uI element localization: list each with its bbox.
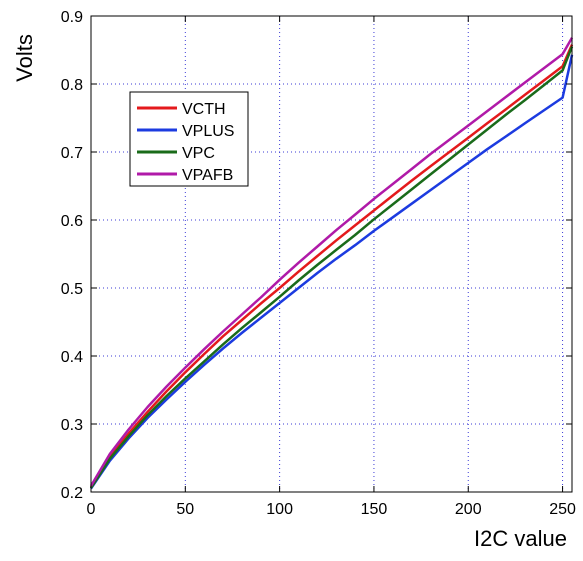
legend-items: VCTH VPLUS VPC VPAFB	[137, 101, 234, 184]
y-tick-label: 0.6	[61, 213, 83, 230]
tick-labels: 0 50 100 150 200 250 0.2 0.3 0.4 0.5 0.6 0.7 0.8 0.9	[61, 9, 576, 518]
y-tick-label: 0.2	[61, 485, 83, 502]
legend-label-vcth: VCTH	[182, 101, 226, 118]
legend-label-vplus: VPLUS	[182, 123, 234, 140]
legend: VCTH VPLUS VPC VPAFB	[129, 91, 249, 187]
x-axis-title: I2C value	[474, 526, 567, 551]
y-tick-label: 0.4	[61, 349, 83, 366]
legend-label-vpc: VPC	[182, 145, 215, 162]
y-tick-label: 0.9	[61, 9, 83, 26]
y-tick-label: 0.3	[61, 417, 83, 434]
x-tick-label: 50	[176, 501, 194, 518]
x-tick-label: 200	[455, 501, 482, 518]
series-lines	[89, 37, 574, 490]
x-tick-label: 0	[87, 501, 96, 518]
x-tick-label: 250	[549, 501, 576, 518]
plot-frame	[90, 15, 573, 493]
x-tick-label: 150	[361, 501, 388, 518]
y-tick-label: 0.7	[61, 145, 83, 162]
legend-label-vpafb: VPAFB	[182, 167, 233, 184]
y-tick-label: 0.5	[61, 281, 83, 298]
y-axis-title: Volts	[12, 34, 37, 82]
series-line-vplus	[89, 54, 574, 490]
grid-lines	[91, 16, 572, 492]
series-line-vcth	[89, 44, 574, 488]
y-tick-label: 0.8	[61, 77, 83, 94]
axis-ticks	[90, 15, 572, 493]
x-tick-label: 100	[266, 501, 293, 518]
series-line-vpafb	[89, 37, 574, 487]
series-line-vpc	[89, 46, 574, 489]
